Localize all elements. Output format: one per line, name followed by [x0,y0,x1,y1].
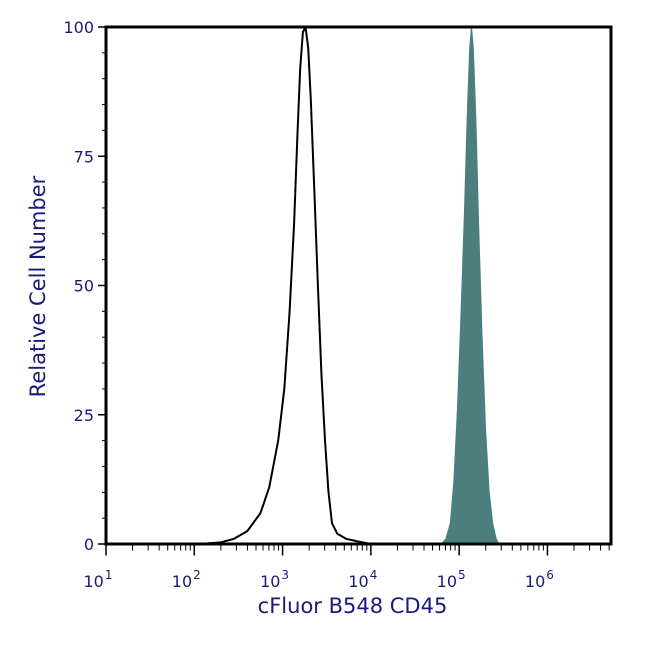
y-tick-label: 50 [74,277,94,296]
x-tick-label: 103 [260,568,289,591]
x-tick-label: 106 [525,568,554,591]
tick-marks [98,26,610,556]
y-tick-label: 25 [74,406,94,425]
y-tick-label: 75 [74,147,94,166]
plot-layer [106,26,611,545]
x-tick-label: 101 [84,568,113,591]
plot-frame [104,25,613,546]
series-0-outline-histogram [106,26,611,545]
y-tick-label: 0 [84,535,94,554]
tick-labels: 0 25 50 75 100 101 102 103 104 105 106 [63,18,553,591]
x-tick-label: 105 [437,568,466,591]
series-1-filled-histogram [440,26,500,545]
y-axis-title: Relative Cell Number [26,175,50,397]
y-tick-label: 100 [63,18,94,37]
x-tick-label: 104 [348,568,377,591]
x-axis-title: cFluor B548 CD45 [258,594,448,618]
x-tick-label: 102 [172,568,201,591]
